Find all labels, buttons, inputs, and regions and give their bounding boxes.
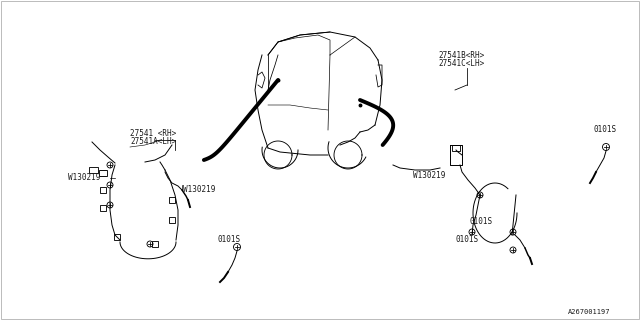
Text: W130219: W130219 [183,186,216,195]
Bar [152,241,158,247]
Text: 27541B<RH>: 27541B<RH> [438,52,484,60]
Bar [169,217,175,223]
Bar [88,167,97,173]
Bar [452,145,460,151]
Text: A267001197: A267001197 [568,309,611,315]
Bar [169,197,175,203]
Bar [100,205,106,211]
Text: W130219: W130219 [413,171,445,180]
Text: 0101S: 0101S [594,125,617,134]
Text: 0101S: 0101S [455,236,478,244]
Bar [114,234,120,240]
Text: 27541C<LH>: 27541C<LH> [438,60,484,68]
Bar [100,187,106,193]
Text: W130219: W130219 [68,173,100,182]
Bar [100,170,106,176]
Text: 27541A<LH>: 27541A<LH> [130,137,176,146]
Text: 0101S: 0101S [470,218,493,227]
Text: 27541 <RH>: 27541 <RH> [130,129,176,138]
Bar [99,170,107,176]
Text: 0101S: 0101S [218,236,241,244]
